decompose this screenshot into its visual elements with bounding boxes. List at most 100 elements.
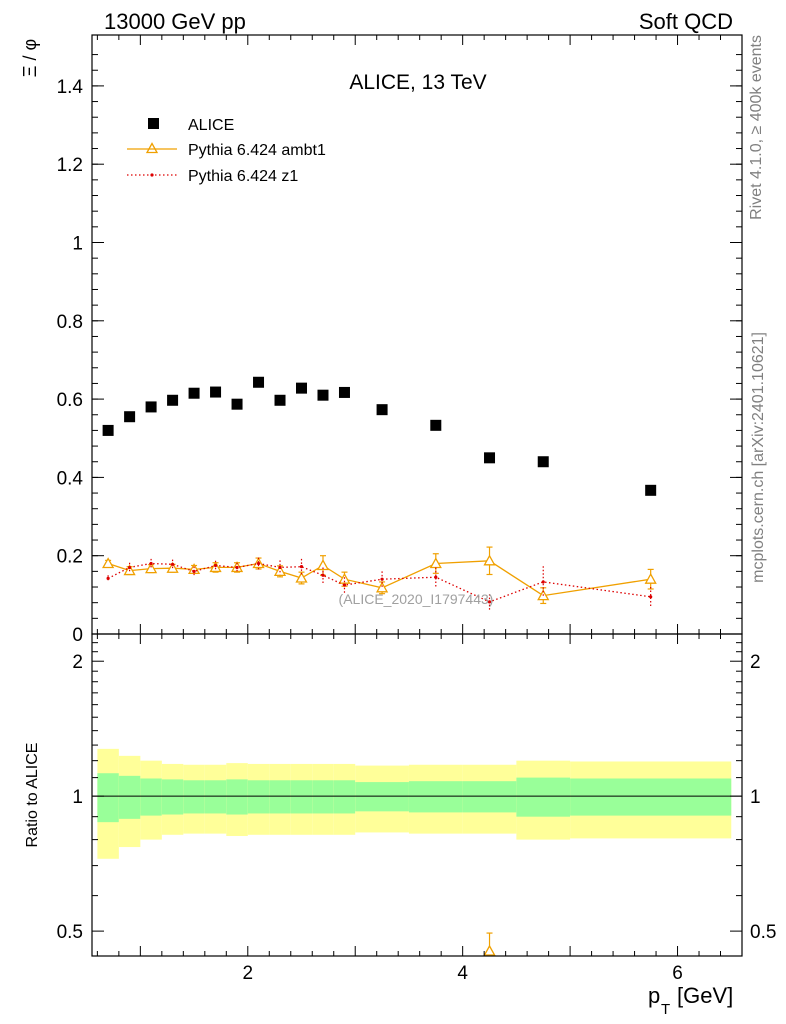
ratio-y-tick-label: 2 — [72, 652, 83, 673]
stat-uncertainty-band — [312, 780, 334, 814]
ambt1-data-point — [483, 554, 496, 566]
alice-data-point — [338, 386, 350, 398]
z1-data-point — [278, 565, 282, 570]
alice-data-point — [231, 398, 243, 410]
stat-uncertainty-band — [204, 780, 227, 814]
alice-data-point — [102, 424, 114, 436]
legend-z1-marker — [150, 173, 154, 177]
main-y-tick-label: 1.2 — [57, 155, 83, 176]
main-y-tick-label: 1 — [72, 233, 83, 254]
x-axis-label-p: p — [648, 983, 660, 1008]
main-y-tick-label: 0.8 — [57, 312, 83, 333]
stat-uncertainty-band — [97, 773, 119, 823]
z1-data-point — [213, 563, 218, 568]
ratio-bands — [92, 748, 742, 859]
ambt1-data-point — [273, 565, 287, 577]
plot-title: ALICE, 13 TeV — [349, 71, 486, 94]
alice-data-point — [376, 404, 388, 416]
ambt1-data-point — [316, 559, 330, 571]
main-y-tick-label: 0 — [72, 625, 83, 646]
legend-alice-label: ALICE — [188, 117, 234, 134]
z1-data-point — [434, 575, 438, 579]
stat-uncertainty-band — [161, 779, 184, 815]
y-axis-label-main: Ξ / φ — [20, 39, 40, 77]
watermark: (ALICE_2020_I1797443) — [339, 591, 494, 607]
main-plot-marks — [102, 376, 657, 610]
x-tick-label: 6 — [672, 963, 683, 984]
ratio-y-tick-label-right: 0.5 — [750, 922, 776, 943]
z1-line — [107, 562, 651, 603]
header-left: 13000 GeV pp — [104, 9, 246, 34]
alice-data-point — [124, 411, 136, 423]
stat-uncertainty-band — [140, 778, 162, 816]
main-y-tick-label: 0.2 — [57, 547, 83, 568]
ratio-y-tick-label: 1 — [72, 787, 83, 808]
mcplots-label: mcplots.cern.ch [arXiv:2401.10621] — [750, 332, 767, 583]
alice-data-point — [430, 419, 442, 431]
stat-uncertainty-band — [462, 781, 517, 813]
stat-uncertainty-band — [408, 781, 463, 813]
stat-uncertainty-band — [516, 777, 571, 817]
stat-uncertainty-band — [355, 782, 409, 812]
main-y-tick-label: 0.6 — [57, 390, 83, 411]
alice-data-point — [274, 394, 286, 406]
rivet-label: Rivet 4.1.0, ≥ 400k events — [748, 35, 765, 220]
ratio-y-tick-label: 0.5 — [57, 922, 83, 943]
ambt1-data-point — [144, 562, 158, 574]
stat-uncertainty-band — [226, 779, 248, 815]
x-axis-label-sub: T — [661, 1001, 670, 1018]
ambt1-data-point — [102, 557, 115, 569]
stat-uncertainty-band — [333, 780, 356, 814]
alice-data-point — [253, 376, 265, 388]
z1-data-point — [541, 580, 545, 584]
z1-data-point — [299, 565, 304, 569]
alice-data-point — [145, 401, 157, 413]
legend-z1-label: Pythia 6.424 z1 — [188, 168, 298, 185]
ratio-ambt1-data-point — [483, 944, 496, 956]
alice-data-point — [317, 389, 329, 401]
axes: 0 0.2 0.4 0.6 0.8 1 1.2 1.4 2 4 6 0.5 0.5 1 1 2 2 — [57, 34, 776, 984]
alice-data-point — [484, 452, 496, 464]
alice-data-point — [296, 382, 308, 394]
stat-uncertainty-band — [183, 780, 205, 814]
ambt1-data-point — [295, 571, 308, 583]
stat-uncertainty-band — [570, 778, 732, 816]
z1-data-point — [149, 561, 153, 566]
stat-uncertainty-band — [290, 780, 313, 814]
main-y-tick-label: 0.4 — [57, 468, 84, 489]
ratio-y-tick-label-right: 1 — [750, 787, 761, 808]
stat-uncertainty-band — [247, 780, 270, 814]
legend-ambt1-marker — [145, 142, 159, 154]
x-tick-label: 4 — [457, 963, 468, 984]
legend-alice-marker — [148, 118, 159, 129]
ratio-y-tick-label-right: 2 — [750, 652, 761, 673]
ratio-plot-frame — [91, 633, 743, 957]
alice-data-point — [537, 456, 549, 468]
header-right: Soft QCD — [639, 9, 733, 34]
z1-data-point — [649, 595, 653, 599]
y-axis-label-ratio: Ratio to ALICE — [24, 743, 41, 848]
z1-data-point — [235, 565, 239, 570]
z1-data-point — [106, 576, 110, 581]
alice-data-point — [167, 394, 179, 406]
alice-data-point — [645, 484, 657, 496]
z1-data-point — [170, 562, 175, 566]
ambt1-data-point — [644, 572, 657, 584]
z1-data-point — [487, 600, 492, 604]
alice-data-point — [210, 386, 222, 398]
z1-data-point — [321, 573, 325, 577]
stat-uncertainty-band — [269, 780, 291, 814]
z1-data-point — [128, 565, 132, 570]
stat-uncertainty-band — [118, 775, 141, 819]
main-y-tick-label: 1.4 — [57, 77, 84, 98]
z1-data-point — [380, 577, 384, 581]
alice-data-point — [188, 387, 200, 399]
x-axis-label: p T [GeV] — [648, 983, 733, 1018]
legend-ambt1-label: Pythia 6.424 ambt1 — [188, 142, 326, 159]
ratio-plot-marks — [483, 932, 496, 956]
ambt1-data-point — [375, 581, 389, 593]
x-axis-label-unit: [GeV] — [677, 983, 733, 1008]
z1-data-point — [342, 583, 347, 587]
z1-data-point — [192, 569, 196, 573]
